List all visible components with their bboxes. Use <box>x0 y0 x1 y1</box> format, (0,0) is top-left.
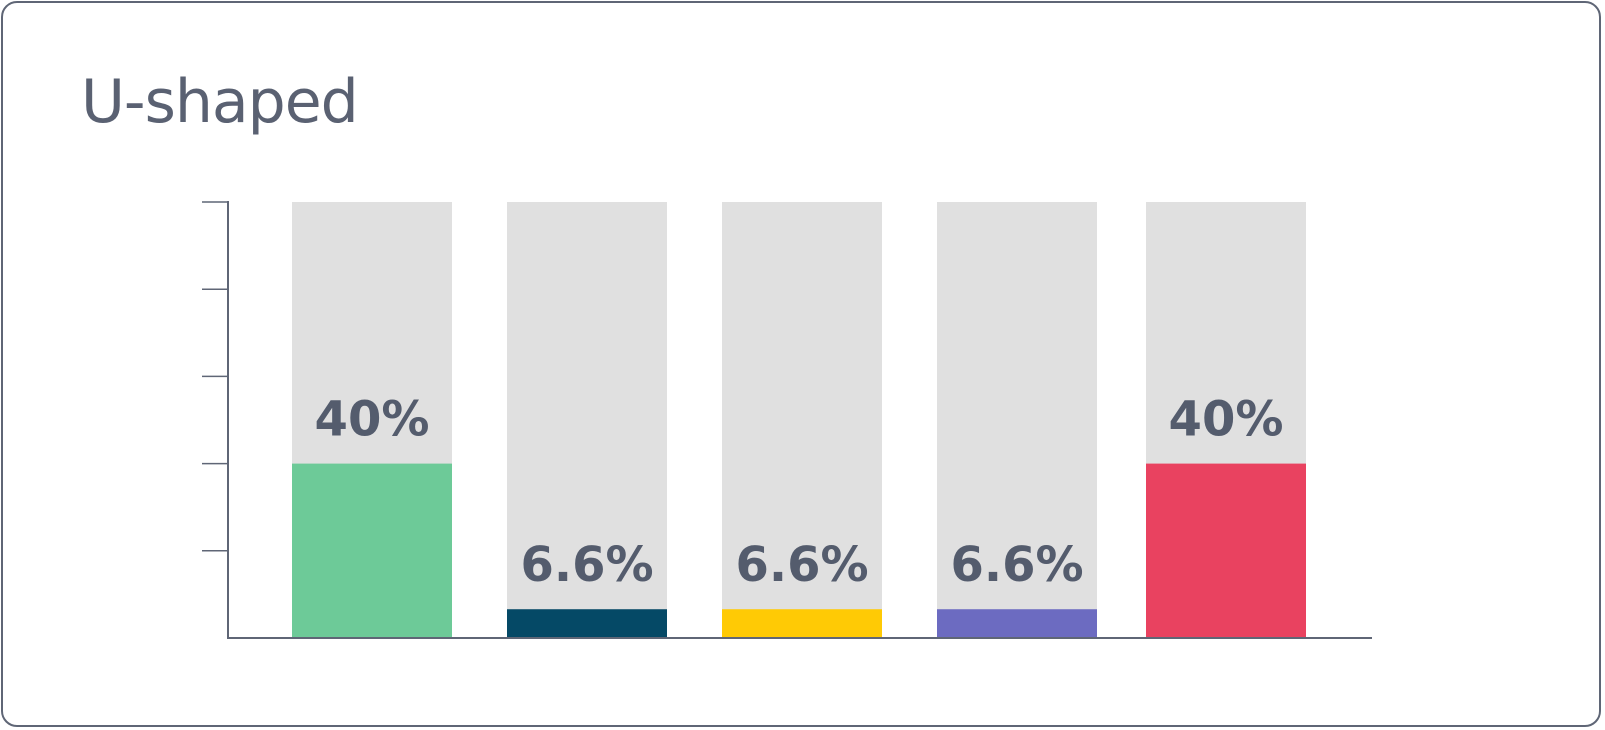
bar-label-1: 40% <box>315 392 430 448</box>
bar-label-4: 6.6% <box>950 537 1083 593</box>
bar-background-4 <box>937 202 1097 638</box>
bar-label-5: 40% <box>1169 392 1284 448</box>
bar-background-2 <box>507 202 667 638</box>
bar-3 <box>722 609 882 638</box>
bar-4 <box>937 609 1097 638</box>
bar-background-3 <box>722 202 882 638</box>
bar-5 <box>1146 463 1306 638</box>
bar-2 <box>507 609 667 638</box>
bar-label-3: 6.6% <box>735 537 868 593</box>
chart-title: U-shaped <box>81 67 359 137</box>
bar-1 <box>292 463 452 638</box>
bar-label-2: 6.6% <box>520 537 653 593</box>
